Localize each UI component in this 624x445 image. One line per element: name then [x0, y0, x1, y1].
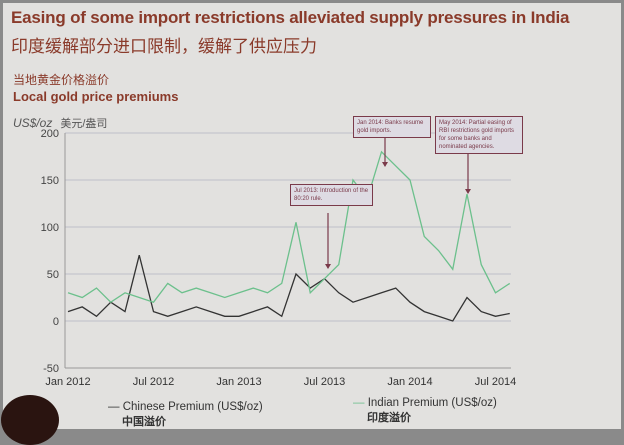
legend-label: Indian Premium (US$/oz) — [367, 397, 497, 409]
legend-label: Chinese Premium (US$/oz) — [122, 401, 263, 413]
x-tick-label: Jul 2013 — [304, 376, 346, 388]
y-tick-label: 50 — [47, 269, 59, 281]
unit-en: US$/oz — [13, 116, 53, 130]
x-tick-label: Jul 2014 — [475, 376, 517, 388]
annotation-banks-resume: Jan 2014: Banks resume gold imports. — [353, 116, 431, 138]
arrow-head-icon — [382, 162, 388, 167]
presenter-head — [1, 395, 59, 445]
y-tick-label: 200 — [41, 128, 59, 140]
legend-label-cn: 印度溢价 — [367, 412, 411, 424]
arrow-head-icon — [325, 264, 331, 269]
slide: Easing of some import restrictions allev… — [1, 3, 621, 445]
chart-title: Local gold price premiums — [13, 89, 179, 104]
y-tick-label: -50 — [43, 363, 59, 375]
slide-title: Easing of some import restrictions allev… — [11, 8, 570, 27]
annotation-80-20: Jul 2013: Introduction of the 80:20 rule… — [290, 184, 373, 206]
annotation-rbi-easing: May 2014: Partial easing of RBI restrict… — [435, 116, 523, 154]
x-tick-label: Jan 2012 — [45, 376, 90, 388]
legend-chinese: — Chinese Premium (US$/oz) 中国溢价 — [108, 401, 263, 428]
chart: -50 0 50 100 150 200 Jan 2012 Jul 2012 Jan 2013 J… — [41, 128, 517, 388]
indian-premium-line — [67, 150, 511, 304]
legend-indian: — Indian Premium (US$/oz) 印度溢价 — [353, 397, 497, 424]
y-tick-label: 150 — [41, 175, 59, 187]
x-tick-label: Jul 2012 — [133, 376, 175, 388]
y-unit: US$/oz 美元/盎司 — [13, 115, 107, 131]
chart-title-cn: 当地黄金价格溢价 — [13, 73, 110, 87]
legend-label-cn: 中国溢价 — [122, 416, 166, 428]
x-tick-label: Jan 2014 — [387, 376, 432, 388]
y-tick-label: 0 — [53, 316, 59, 328]
y-tick-label: 100 — [41, 222, 59, 234]
unit-cn: 美元/盎司 — [60, 118, 108, 130]
arrow-head-icon — [465, 189, 471, 194]
chinese-premium-line — [67, 255, 510, 322]
x-tick-label: Jan 2013 — [216, 376, 261, 388]
slide-subtitle-cn: 印度缓解部分进口限制，缓解了供应压力 — [11, 37, 317, 56]
